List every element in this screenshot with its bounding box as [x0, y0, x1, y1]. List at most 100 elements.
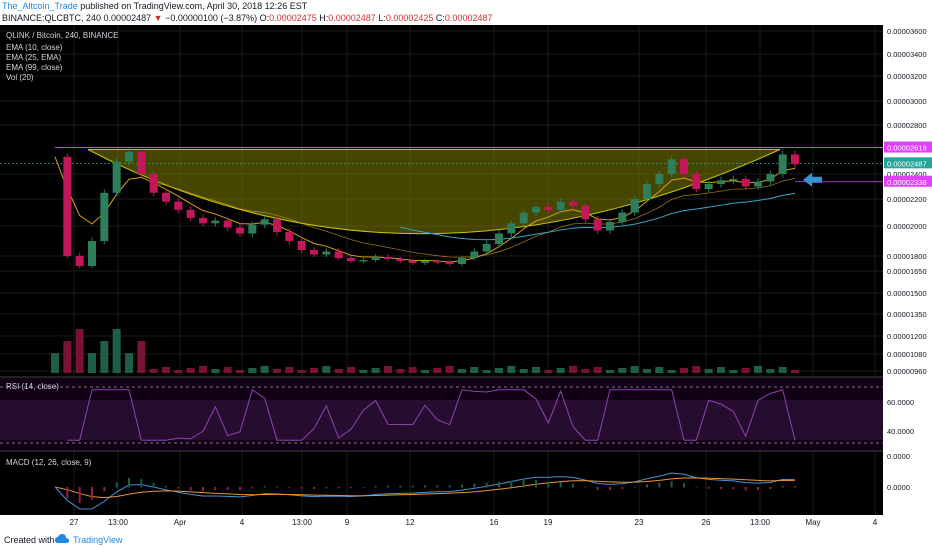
macd-hist-bar — [177, 487, 180, 489]
macd-line — [54, 472, 796, 510]
high-label: H: — [319, 13, 329, 23]
time-tick: 16 — [490, 518, 499, 527]
time-tick: 9 — [345, 518, 350, 527]
volume-bar — [75, 329, 84, 373]
volume-bar — [606, 370, 614, 373]
rsi-tick-60: 60.0000 — [887, 398, 914, 407]
volume-bar — [384, 366, 392, 373]
volume-bar — [569, 366, 577, 373]
volume-bar — [458, 369, 466, 373]
macd-hist-bar — [103, 487, 106, 492]
macd-hist-bar — [757, 487, 759, 491]
macd-hist-bar — [695, 486, 698, 488]
candle-body — [260, 219, 269, 225]
volume-bar — [359, 370, 368, 373]
candle-body — [507, 223, 516, 234]
macd-hist-bar — [374, 486, 377, 488]
arrow-left-icon — [803, 172, 822, 187]
open-label: O: — [259, 13, 270, 23]
macd-hist-bar — [572, 483, 574, 488]
volume-bar — [667, 370, 676, 373]
chart-canvas[interactable]: QLINK / Bitcoin, 240, BINANCE EMA (10, c… — [0, 25, 932, 530]
candle-body — [667, 159, 676, 174]
candle-body — [655, 174, 664, 184]
volume-bar — [88, 353, 96, 373]
candle-body — [717, 180, 725, 184]
macd-hist-bar — [91, 487, 93, 500]
candle-body — [100, 192, 109, 241]
candle-body — [359, 260, 368, 262]
volume-bar — [371, 368, 380, 373]
candle-body — [495, 233, 503, 244]
ohlc-line: BINANCE:QLCBTC, 240 0.00002487 ▼ −0.0000… — [2, 13, 492, 24]
volume-bar — [766, 369, 775, 373]
candle-body — [532, 207, 540, 213]
volume-bar — [174, 370, 183, 373]
volume-bar — [223, 367, 232, 373]
volume-bar — [741, 368, 750, 373]
candle-body — [322, 251, 331, 255]
candle-body — [199, 217, 207, 224]
price-tick: 0.00003400 — [887, 50, 927, 59]
macd-hist-bar — [559, 482, 562, 488]
macd-histogram — [54, 477, 796, 503]
candle-body — [334, 251, 343, 258]
publish-text: published on TradingView.com, April 30, … — [77, 1, 308, 11]
tradingview-link[interactable]: TradingView — [73, 535, 123, 545]
open-value: 0.00002475 — [269, 13, 317, 23]
candle-body — [396, 259, 405, 261]
time-tick: 4 — [240, 518, 245, 527]
symbol-label: BINANCE:QLCBTC, 240 — [2, 13, 102, 23]
macd-hist-bar — [337, 487, 340, 489]
volume-bar — [754, 366, 762, 373]
macd-hist-bar — [140, 479, 143, 488]
price-tick: 0.00003200 — [887, 72, 927, 81]
volume-bar — [149, 369, 158, 373]
volume-bar — [112, 329, 121, 373]
volume-bar — [704, 369, 713, 373]
volume-bar — [248, 368, 257, 373]
macd-hist-bar — [325, 487, 328, 489]
volume-bar — [236, 370, 244, 373]
candle-body — [421, 261, 429, 263]
time-tick: Apr — [174, 518, 187, 527]
volume-bar — [470, 367, 479, 373]
candle-body — [556, 201, 565, 210]
time-tick: 13:00 — [292, 518, 313, 527]
candle-body — [236, 227, 244, 234]
volume-bar — [125, 353, 133, 373]
volume-bar — [100, 341, 109, 373]
time-tick: 13:00 — [750, 518, 771, 527]
rsi-label: RSI (14, close) — [6, 382, 59, 391]
volume-bar — [643, 369, 651, 373]
time-tick: 13:00 — [108, 518, 129, 527]
author-link[interactable]: The_Altcoin_Trade — [2, 1, 78, 11]
footer: Created with TradingView — [0, 530, 932, 550]
macd-hist-bar — [547, 481, 550, 488]
candle-body — [766, 174, 775, 182]
candle-body — [729, 179, 738, 181]
volume-bar — [285, 367, 294, 373]
time-tick: 12 — [406, 518, 415, 527]
last-price-tag: 0.00002487 — [887, 159, 927, 168]
legend-title: QLINK / Bitcoin, 240, BINANCE — [6, 31, 119, 40]
resistance-tag: 0.00002616 — [887, 144, 927, 153]
candle-body — [630, 199, 639, 213]
publish-line: The_Altcoin_Trade published on TradingVi… — [2, 1, 307, 12]
macd-hist-bar — [350, 487, 352, 489]
macd-hist-bar — [399, 485, 402, 488]
candle-body — [285, 232, 294, 241]
macd-hist-bar — [214, 487, 217, 491]
macd-hist-bar — [448, 485, 451, 488]
price-tick: 0.00001800 — [887, 252, 927, 261]
candle-body — [297, 241, 306, 250]
macd-hist-bar — [510, 480, 513, 488]
price-tick: 0.00002800 — [887, 121, 927, 130]
candle-body — [211, 220, 220, 224]
price-tick: 0.00003600 — [887, 27, 927, 36]
volume-bar — [655, 367, 664, 373]
volume-bar — [717, 367, 725, 373]
legend-ema25: EMA (25, EMA) — [6, 53, 61, 62]
volume-bar — [297, 370, 306, 373]
volume-bar — [482, 370, 491, 373]
